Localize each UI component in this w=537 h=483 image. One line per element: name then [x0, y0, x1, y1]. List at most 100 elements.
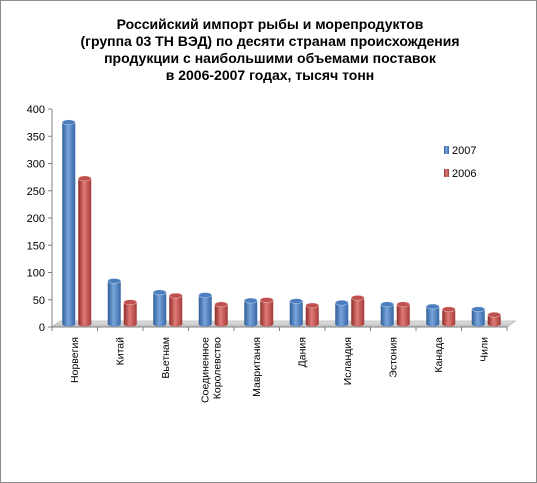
bar-cap — [214, 301, 229, 308]
x-category-label-line: Соединенное — [199, 337, 211, 403]
x-category-label: Мавритания — [251, 337, 263, 397]
bar-base — [396, 321, 410, 327]
x-category-label-line: Королевство — [211, 337, 223, 399]
x-category-label-line: Исландия — [342, 337, 354, 385]
bar-cap — [259, 297, 274, 303]
bar-base — [380, 321, 394, 327]
bar-body — [260, 300, 274, 324]
bar-cap — [168, 292, 183, 299]
x-category-label-line: Норвегия — [69, 337, 81, 383]
bar-cap — [61, 119, 76, 126]
bar-2007-4 — [243, 297, 258, 327]
x-category-label: Дания — [296, 337, 308, 367]
bar-cap — [487, 311, 502, 318]
bar-base — [487, 321, 501, 327]
bar-cap — [471, 306, 486, 313]
legend-swatch — [444, 146, 449, 154]
bar-2007-1 — [107, 278, 122, 327]
x-category-label-line: Канада — [433, 337, 445, 373]
bar-base — [123, 321, 137, 327]
bar-2006-6 — [350, 295, 365, 327]
x-category-label-line: Эстония — [387, 337, 399, 378]
y-tick-label: 0 — [39, 322, 45, 334]
bar-2006-9 — [487, 311, 502, 327]
x-category-label: Канада — [433, 337, 445, 373]
bar-body — [78, 178, 92, 324]
bar-base — [169, 321, 183, 327]
bar-base — [305, 321, 319, 327]
bar-base — [244, 321, 258, 327]
x-category-label: Вьетнам — [160, 337, 172, 379]
x-category-label-line: Дания — [296, 337, 308, 367]
bar-base — [442, 321, 456, 327]
bar-2006-0 — [77, 175, 92, 327]
bar-body — [471, 309, 485, 324]
bar-cap — [380, 301, 395, 308]
bar-2007-6 — [334, 299, 349, 327]
bar-cap — [334, 299, 349, 306]
bar-base — [260, 321, 274, 327]
bar-2006-8 — [441, 306, 456, 327]
bar-body — [335, 302, 349, 324]
bar-2007-5 — [289, 298, 304, 327]
bar-body — [107, 280, 121, 324]
chart-title-line-1: Российский импорт рыбы и морепродуктов — [116, 16, 424, 32]
chart-title: Российский импорт рыбы и морепродуктов (… — [40, 16, 500, 84]
y-tick-label: 300 — [27, 159, 45, 171]
bar-body — [487, 314, 501, 324]
bar-base — [62, 321, 76, 327]
x-category-label: СоединенноеКоролевство — [199, 337, 223, 403]
y-tick-label: 50 — [33, 295, 45, 307]
bar-2006-5 — [305, 302, 320, 327]
x-category-label-line: Чили — [478, 337, 490, 362]
bar-body — [169, 295, 183, 324]
bar-base — [289, 321, 303, 327]
bar-body — [351, 297, 365, 324]
bar-2006-4 — [259, 297, 274, 327]
bar-2006-1 — [123, 299, 138, 327]
bar-cap — [425, 303, 440, 310]
legend-item-2007: 2007 — [444, 145, 476, 157]
bar-body — [289, 301, 303, 324]
bar-body — [198, 295, 212, 324]
bar-base — [351, 321, 365, 327]
bar-cap — [441, 306, 456, 313]
bar-cap — [107, 278, 122, 284]
chart-title-line-4: в 2006-2007 годах, тысяч тонн — [165, 67, 375, 83]
bar-body — [305, 305, 319, 324]
bar-body — [244, 300, 258, 324]
bar-2007-3 — [198, 292, 213, 327]
bar-body — [380, 304, 394, 324]
bar-base — [471, 321, 485, 327]
bar-cap — [305, 302, 320, 309]
bar-base — [107, 321, 121, 327]
legend-item-2006: 2006 — [444, 168, 476, 180]
chart-title-line-2: (группа 03 ТН ВЭД) по десяти странам про… — [80, 33, 460, 49]
bar-cap — [77, 175, 92, 182]
y-tick-label: 100 — [27, 268, 45, 280]
x-category-label-line: Китай — [114, 337, 126, 366]
bar-2007-0 — [61, 119, 76, 327]
bar-2007-8 — [425, 303, 440, 327]
bar-base — [78, 321, 92, 327]
x-category-label: Норвегия — [69, 337, 81, 383]
bar-cap — [243, 297, 258, 304]
bar-2006-3 — [214, 301, 229, 327]
bar-2006-7 — [396, 301, 411, 327]
legend-label: 2007 — [452, 145, 476, 157]
chart-title-line-3: продукции с наибольшими объемами поставо… — [104, 50, 436, 66]
bar-cap — [350, 295, 365, 301]
bar-body — [123, 302, 137, 324]
x-category-label-line: Вьетнам — [160, 337, 172, 379]
bar-body — [396, 304, 410, 324]
bar-base — [214, 321, 228, 327]
bar-body — [442, 309, 456, 324]
y-tick-label: 350 — [27, 131, 45, 143]
x-category-label: Чили — [478, 337, 490, 362]
bar-2007-9 — [471, 306, 486, 327]
x-category-label-line: Мавритания — [251, 337, 263, 397]
bar-base — [335, 321, 349, 327]
bar-base — [198, 321, 212, 327]
bar-body — [214, 304, 228, 324]
